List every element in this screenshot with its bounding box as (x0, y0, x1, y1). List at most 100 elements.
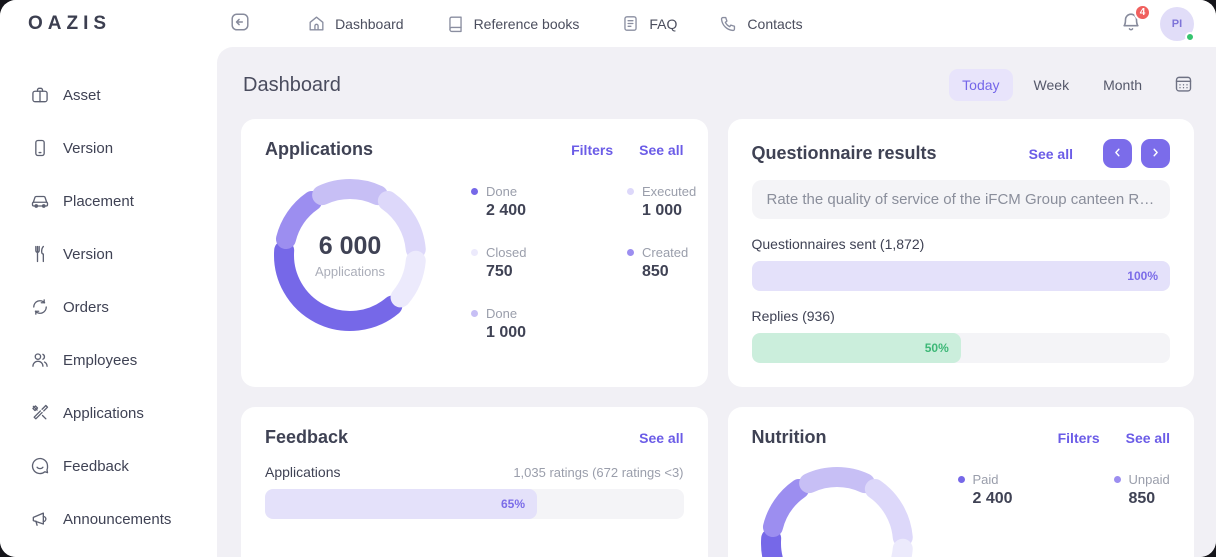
faq-document-icon (621, 14, 640, 33)
legend-item: Done 2 400 (471, 184, 603, 220)
topnav-item-contacts[interactable]: Contacts (719, 14, 803, 33)
applications-donut-chart: 6 000 Applications (265, 170, 435, 340)
legend-item: Unpaid 850 (1113, 472, 1195, 508)
period-today-button[interactable]: Today (949, 69, 1013, 101)
applications-legend: Done 2 400 Executed 1 000 Closed 750 (471, 184, 708, 342)
briefcase-icon (30, 85, 50, 105)
people-icon (30, 350, 50, 370)
questionnaire-see-all-link[interactable]: See all (1028, 145, 1073, 162)
bell-icon (1120, 11, 1142, 36)
user-avatar[interactable]: PI (1160, 6, 1195, 42)
replies-label: Replies (936) (751, 308, 835, 324)
legend-item: Closed 750 (471, 245, 603, 281)
legend-dot (627, 249, 634, 256)
topnav-label: FAQ (649, 15, 678, 32)
sidebar-item-announcements[interactable]: Announcements (30, 509, 217, 529)
nutrition-legend: Paid 2 400 Unpaid 850 (957, 472, 1195, 508)
nutrition-see-all-link[interactable]: See all (1125, 429, 1170, 446)
legend-dot (471, 188, 478, 195)
tools-icon (30, 403, 50, 423)
top-navigation: Dashboard Reference books FAQ Contacts (307, 14, 803, 33)
topnav-item-dashboard[interactable]: Dashboard (307, 14, 404, 33)
legend-dot (471, 310, 478, 317)
smiley-chat-icon (30, 456, 50, 476)
feedback-card: Feedback See all Applications 1,035 rati… (241, 407, 708, 557)
sidebar-item-feedback[interactable]: Feedback (30, 456, 217, 476)
sidebar-collapse-button[interactable] (229, 11, 251, 36)
legend-item: Executed 1 000 (627, 184, 708, 220)
sidebar-item-applications[interactable]: Applications (30, 403, 217, 423)
avatar-initials: PI (1171, 17, 1183, 30)
applications-see-all-link[interactable]: See all (639, 141, 684, 158)
applications-card: Applications Filters See all 6 000 Appli… (241, 119, 708, 387)
carousel-prev-button[interactable] (1103, 139, 1132, 168)
sidebar-label: Asset (63, 86, 101, 104)
sidebar-item-version-food[interactable]: Version (30, 244, 217, 264)
feedback-see-all-link[interactable]: See all (639, 429, 684, 446)
refresh-icon (30, 297, 50, 317)
sidebar-item-asset[interactable]: Asset (30, 85, 217, 105)
period-toggle: Today Week Month (949, 69, 1194, 101)
nutrition-card: Nutrition Filters See all Paid 2 400 (727, 407, 1195, 557)
card-title: Questionnaire results (751, 143, 937, 163)
chevron-left-icon (1111, 146, 1124, 162)
sidebar: Asset Version Placement Version (0, 47, 217, 557)
sidebar-label: Version (63, 139, 114, 157)
card-title: Applications (265, 139, 374, 159)
topnav-label: Reference books (473, 15, 580, 32)
period-month-button[interactable]: Month (1090, 69, 1155, 101)
notification-count-badge: 4 (1134, 4, 1151, 21)
sidebar-label: Orders (63, 298, 109, 316)
sidebar-item-placement[interactable]: Placement (30, 191, 217, 211)
chevron-right-icon (1149, 146, 1162, 162)
sidebar-label: Placement (63, 192, 134, 210)
donut-center-label: Applications (314, 263, 386, 279)
questionnaire-question-text[interactable]: Rate the quality of service of the iFCM … (751, 180, 1170, 219)
topnav-label: Dashboard (335, 15, 404, 32)
donut-center-value: 6 000 (318, 231, 382, 260)
period-week-button[interactable]: Week (1021, 69, 1083, 101)
progress-fill: 50% (751, 333, 961, 363)
replies-progressbar: 50% (751, 333, 1170, 363)
legend-item: Done 1 000 (471, 306, 603, 342)
legend-item: Paid 2 400 (957, 472, 1090, 508)
sidebar-label: Feedback (63, 457, 129, 475)
calendar-icon (1173, 73, 1194, 97)
sidebar-item-employees[interactable]: Employees (30, 350, 217, 370)
feedback-ratings-meta: 1,035 ratings (672 ratings <3) (513, 465, 684, 480)
book-icon (446, 14, 465, 33)
topnav-item-faq[interactable]: FAQ (621, 14, 677, 33)
online-status-dot (1185, 31, 1195, 42)
cutlery-icon (30, 244, 50, 264)
feedback-progressbar: 65% (265, 489, 684, 519)
card-title: Nutrition (751, 427, 827, 447)
sidebar-item-version-device[interactable]: Version (30, 138, 217, 158)
progress-fill: 100% (751, 261, 1170, 291)
sidebar-label: Version (63, 245, 114, 263)
notifications-button[interactable]: 4 (1120, 4, 1151, 36)
panel-collapse-icon (229, 11, 251, 36)
legend-dot (471, 249, 478, 256)
topbar-right-group: 4 PI (1120, 4, 1195, 42)
progress-fill: 65% (265, 489, 538, 519)
sidebar-label: Employees (63, 351, 138, 369)
brand-logo: OAZIS (28, 12, 112, 34)
top-bar: OAZIS Dashboard Reference books (0, 0, 1216, 47)
carousel-next-button[interactable] (1141, 139, 1170, 168)
megaphone-icon (30, 509, 50, 529)
smartphone-icon (30, 138, 50, 158)
questionnaire-card: Questionnaire results See all (727, 119, 1194, 387)
sidebar-label: Announcements (63, 510, 172, 528)
applications-filters-link[interactable]: Filters (571, 141, 614, 158)
questionnaires-sent-label: Questionnaires sent (1,872) (751, 236, 925, 252)
legend-dot (1113, 476, 1121, 483)
calendar-button[interactable] (1173, 73, 1194, 97)
topnav-item-reference-books[interactable]: Reference books (446, 14, 580, 33)
nutrition-filters-link[interactable]: Filters (1057, 429, 1100, 446)
page-title: Dashboard (243, 73, 341, 96)
sidebar-item-orders[interactable]: Orders (30, 297, 217, 317)
nutrition-donut-chart (752, 458, 922, 557)
questionnaires-sent-progressbar: 100% (751, 261, 1170, 291)
topnav-label: Contacts (747, 15, 803, 32)
